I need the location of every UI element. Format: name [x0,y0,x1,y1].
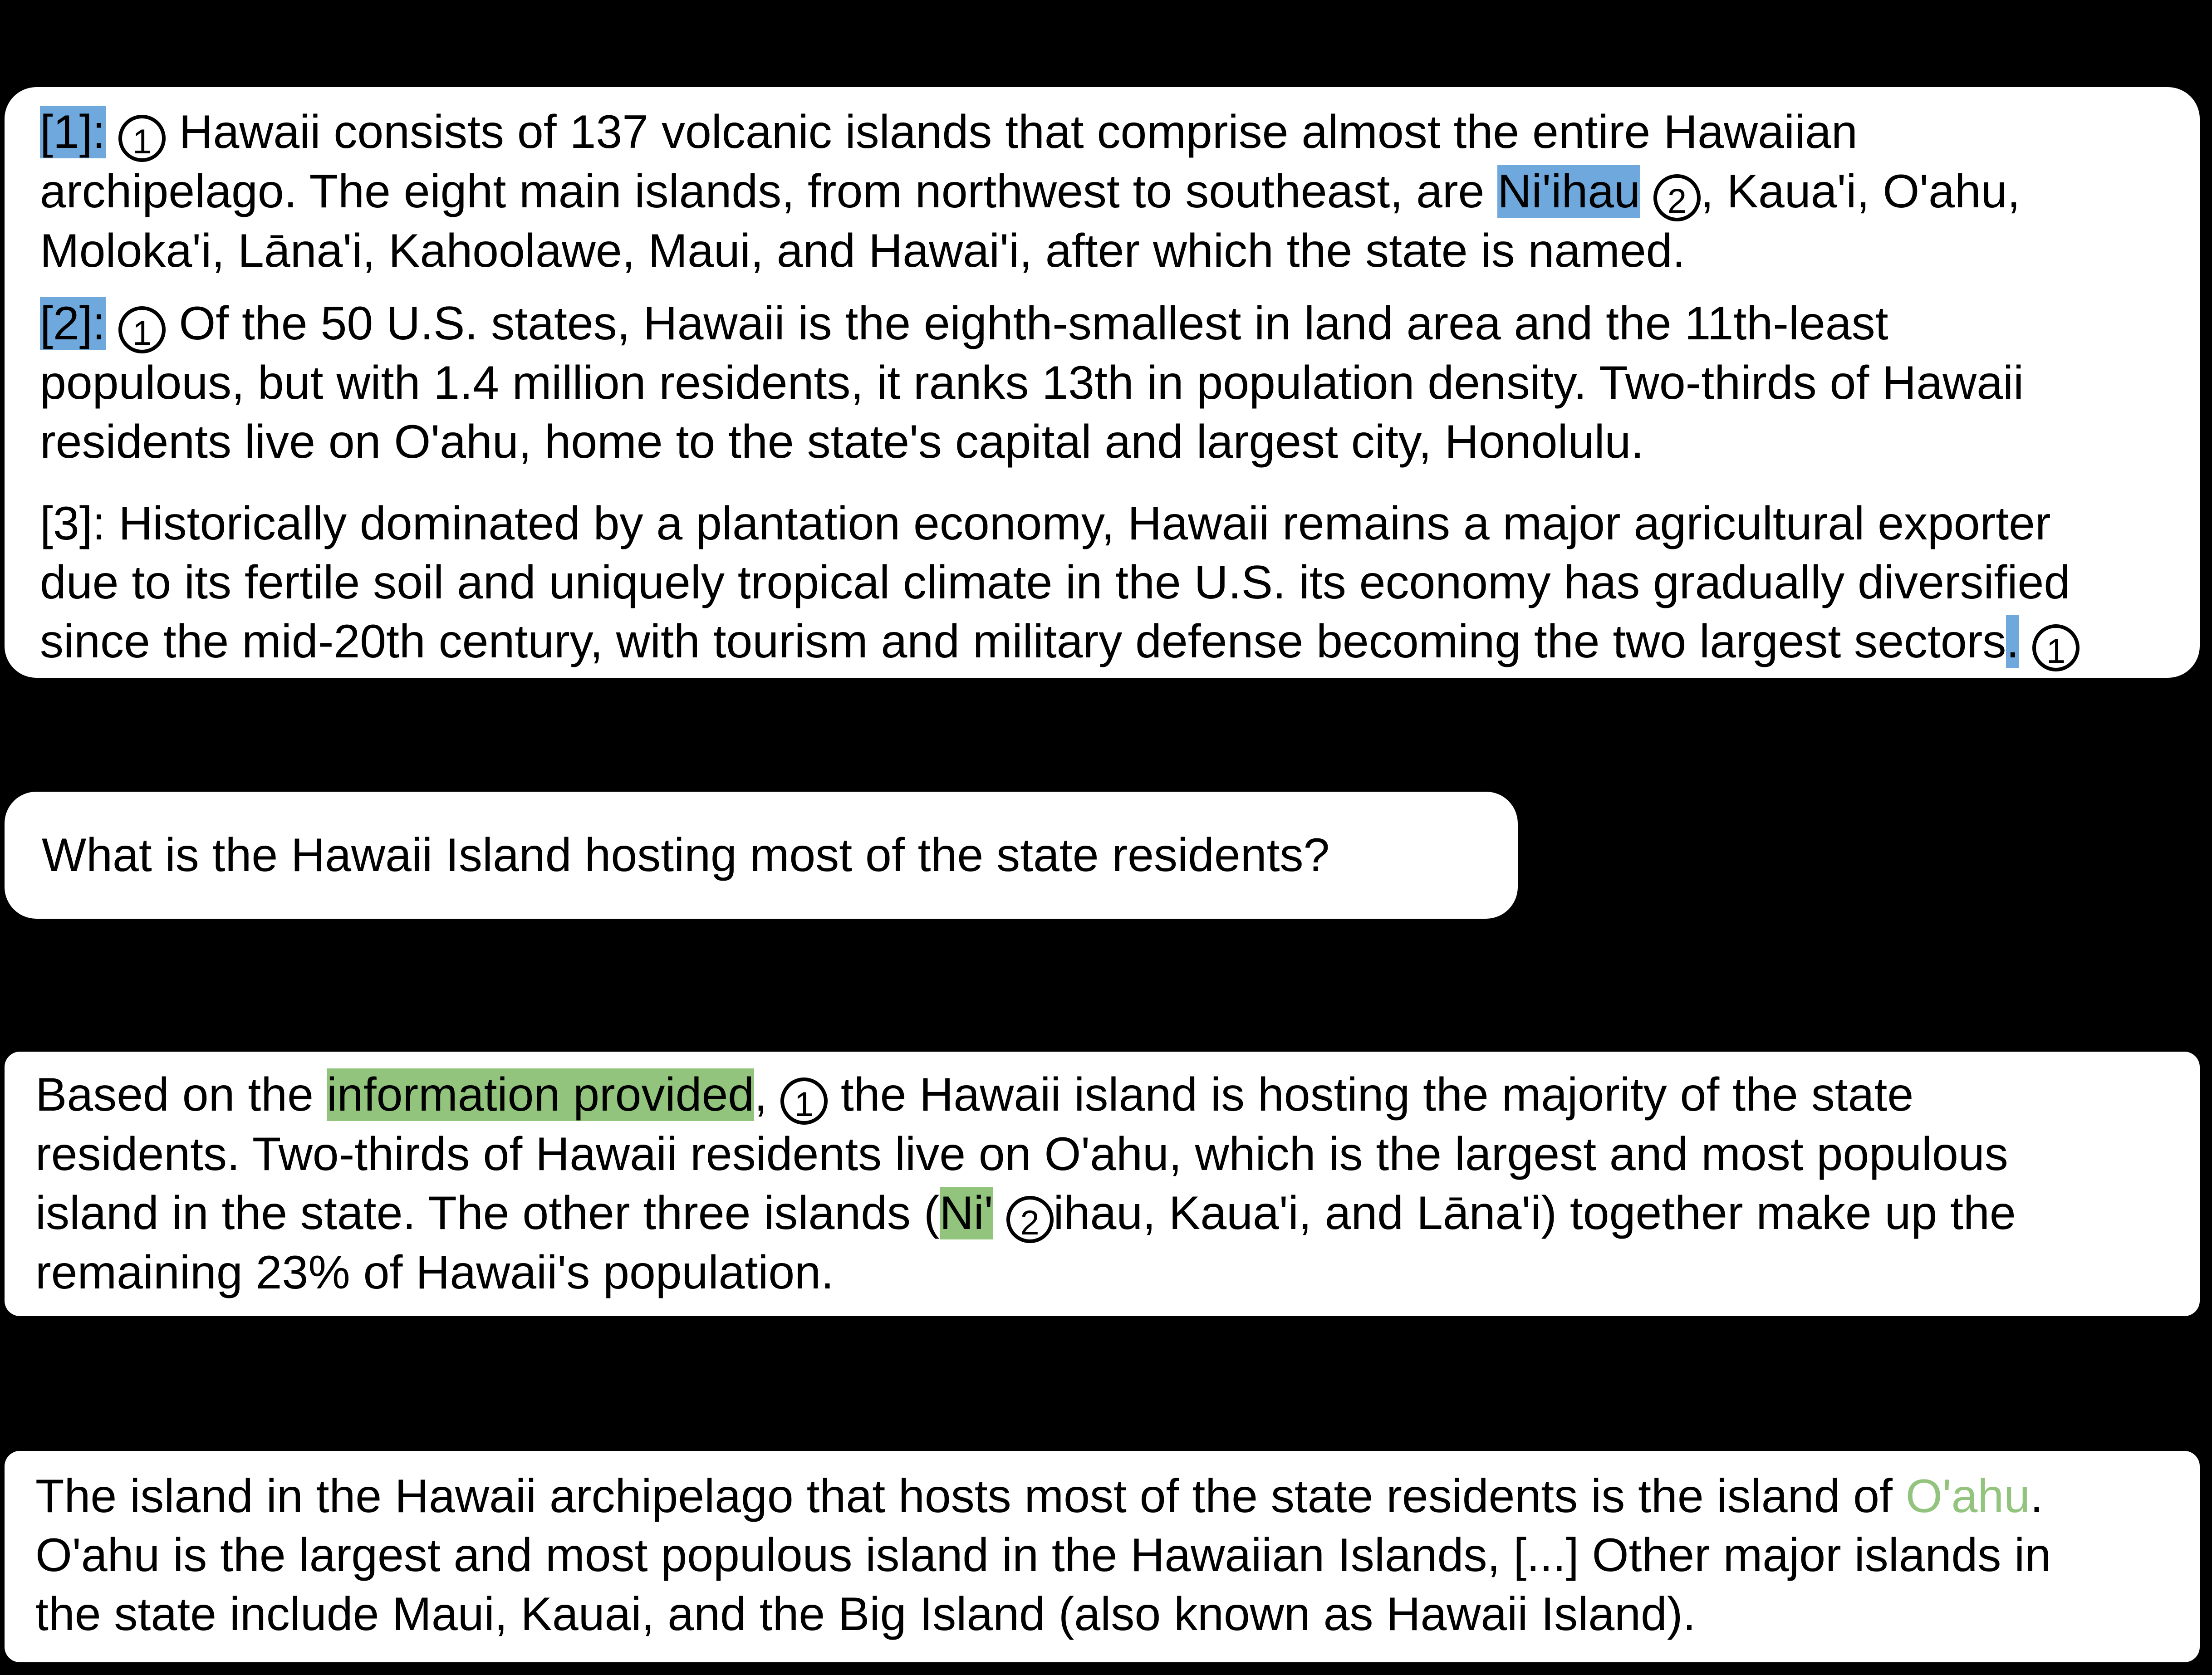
passage-1-text: , Kaua'i, O'ahu, [1700,165,2021,218]
passage-2-text: Of the 50 U.S. states, Hawaii is the eig… [166,297,1888,350]
response-a-line-3: island in the state. The other three isl… [35,1184,2200,1243]
highlighted-span: Ni' [939,1187,993,1239]
response-a-text: the Hawaii island is hosting the majorit… [827,1068,1914,1121]
passage-1-text: Hawaii consists of 137 volcanic islands … [166,106,1858,158]
response-a-text: ihau, Kaua'i, and Lāna'i) together make … [1053,1187,2016,1239]
answer-span: O'ahu [1905,1470,2031,1523]
passage-1: [1]: 1 Hawaii consists of 137 volcanic i… [40,103,2200,280]
attribution-marker-1: 1 [780,1077,828,1125]
passage-1-tag: [1]: [40,106,106,158]
passage-1-line-1: [1]: 1 Hawaii consists of 137 volcanic i… [40,103,2200,162]
highlighted-span: . [2006,615,2020,668]
response-a-line-2: residents. Two-thirds of Hawaii resident… [35,1128,2008,1180]
passage-3-line-2: due to its fertile soil and uniquely tro… [40,556,2070,609]
passage-2-tag: [2]: [40,297,106,350]
passage-2-line-3: residents live on O'ahu, home to the sta… [40,416,1644,468]
passage-3-text: since the mid-20th century, with tourism… [40,615,2006,668]
response-b-line-1: The island in the Hawaii archipelago tha… [35,1467,2200,1526]
attribution-marker-2: 2 [1006,1196,1054,1243]
passage-2-line-1: [2]: 1 Of the 50 U.S. states, Hawaii is … [40,294,2200,353]
response-b-text: The island in the Hawaii archipelago tha… [35,1470,1906,1523]
passage-1-line-2: archipelago. The eight main islands, fro… [40,162,2200,221]
response-b-line-2: O'ahu is the largest and most populous i… [35,1529,2051,1582]
response-b-text: . [2030,1470,2043,1523]
question-text: What is the Hawaii Island hosting most o… [42,829,1330,882]
response-a-box: Based on the information provided, 1 the… [5,1052,2200,1316]
passage-3-line-3: since the mid-20th century, with tourism… [40,612,2200,671]
highlighted-span: information provided [326,1068,755,1121]
response-b-line-3: the state include Maui, Kauai, and the B… [35,1588,1696,1641]
response-a-line-4: remaining 23% of Hawaii's population. [35,1246,834,1299]
response-a-text: , [754,1068,768,1121]
attribution-marker-1: 1 [2032,624,2080,671]
passage-3-line-1: [3]: Historically dominated by a plantat… [40,497,2051,550]
passage-2-line-2: populous, but with 1.4 million residents… [40,357,2024,409]
passage-1-line-3: Moloka'i, Lāna'i, Kahoolawe, Maui, and H… [40,225,1686,277]
attribution-marker-1: 1 [118,306,166,353]
passage-2: [2]: 1 Of the 50 U.S. states, Hawaii is … [40,294,2200,471]
response-a-text: island in the state. The other three isl… [35,1187,940,1239]
passage-1-text: archipelago. The eight main islands, fro… [40,165,1498,218]
passage-3: [3]: Historically dominated by a plantat… [40,494,2200,671]
response-a-line-1: Based on the information provided, 1 the… [35,1065,2200,1125]
response-b-box: The island in the Hawaii archipelago tha… [5,1451,2200,1662]
attribution-marker-1: 1 [118,115,166,162]
response-a-text: Based on the [35,1068,327,1121]
context-passages-box: [1]: 1 Hawaii consists of 137 volcanic i… [5,87,2200,678]
question-box: What is the Hawaii Island hosting most o… [5,792,1518,919]
attribution-marker-2: 2 [1653,174,1701,221]
highlighted-span: Ni'ihau [1497,165,1640,218]
